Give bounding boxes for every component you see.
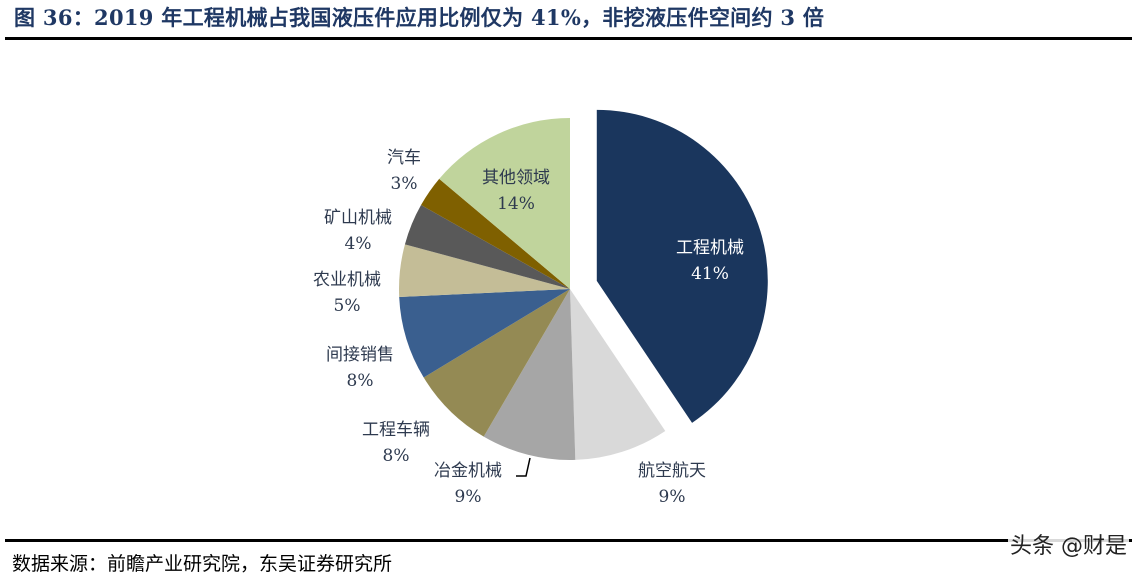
label-pct-other: 14% <box>497 194 535 214</box>
label-pct-aerospace: 9% <box>659 487 686 507</box>
pie-slice <box>483 289 576 461</box>
pie-slices <box>399 109 768 461</box>
pie-slice <box>423 289 570 437</box>
label-name-metallurgy: 冶金机械 <box>434 461 502 481</box>
label-name-other: 其他领域 <box>482 168 550 188</box>
label-pct-engineering-vehicles: 8% <box>383 446 410 466</box>
pie-slice <box>399 244 570 297</box>
bottom-divider <box>5 539 1132 542</box>
label-name-engineering-vehicles: 工程车辆 <box>362 420 430 440</box>
top-divider <box>5 37 1132 40</box>
label-pct-automotive: 3% <box>391 174 418 194</box>
watermark: 头条 @财是 <box>1008 528 1129 560</box>
label-name-aerospace: 航空航天 <box>638 461 706 481</box>
pie-slice <box>421 178 570 289</box>
pie-chart: 工程机械 41% 航空航天 9% 冶金机械 9% 工程车辆 8% 间接销售 8%… <box>313 109 768 507</box>
pie-slice <box>596 109 768 423</box>
label-name-automotive: 汽车 <box>387 148 421 168</box>
label-pct-agricultural-machinery: 5% <box>334 296 361 316</box>
figure-title: 图 36：2019 年工程机械占我国液压件应用比例仅为 41%，非挖液压件空间约… <box>14 5 825 30</box>
pie-slice <box>404 205 570 289</box>
label-name-mining-machinery: 矿山机械 <box>324 208 392 228</box>
pie-slice <box>439 118 570 289</box>
label-name-indirect-sales: 间接销售 <box>326 345 394 365</box>
data-source: 数据来源：前瞻产业研究院，东吴证券研究所 <box>12 553 393 575</box>
label-pct-indirect-sales: 8% <box>347 371 374 391</box>
label-pct-metallurgy: 9% <box>455 487 482 507</box>
label-pct-construction-machinery: 41% <box>691 264 729 284</box>
label-name-agricultural-machinery: 农业机械 <box>313 270 381 290</box>
pie-slice <box>399 289 570 378</box>
label-pct-mining-machinery: 4% <box>345 234 372 254</box>
label-name-construction-machinery: 工程机械 <box>676 238 744 258</box>
leader-line-metallurgy <box>516 457 531 477</box>
pie-slice <box>570 289 666 460</box>
